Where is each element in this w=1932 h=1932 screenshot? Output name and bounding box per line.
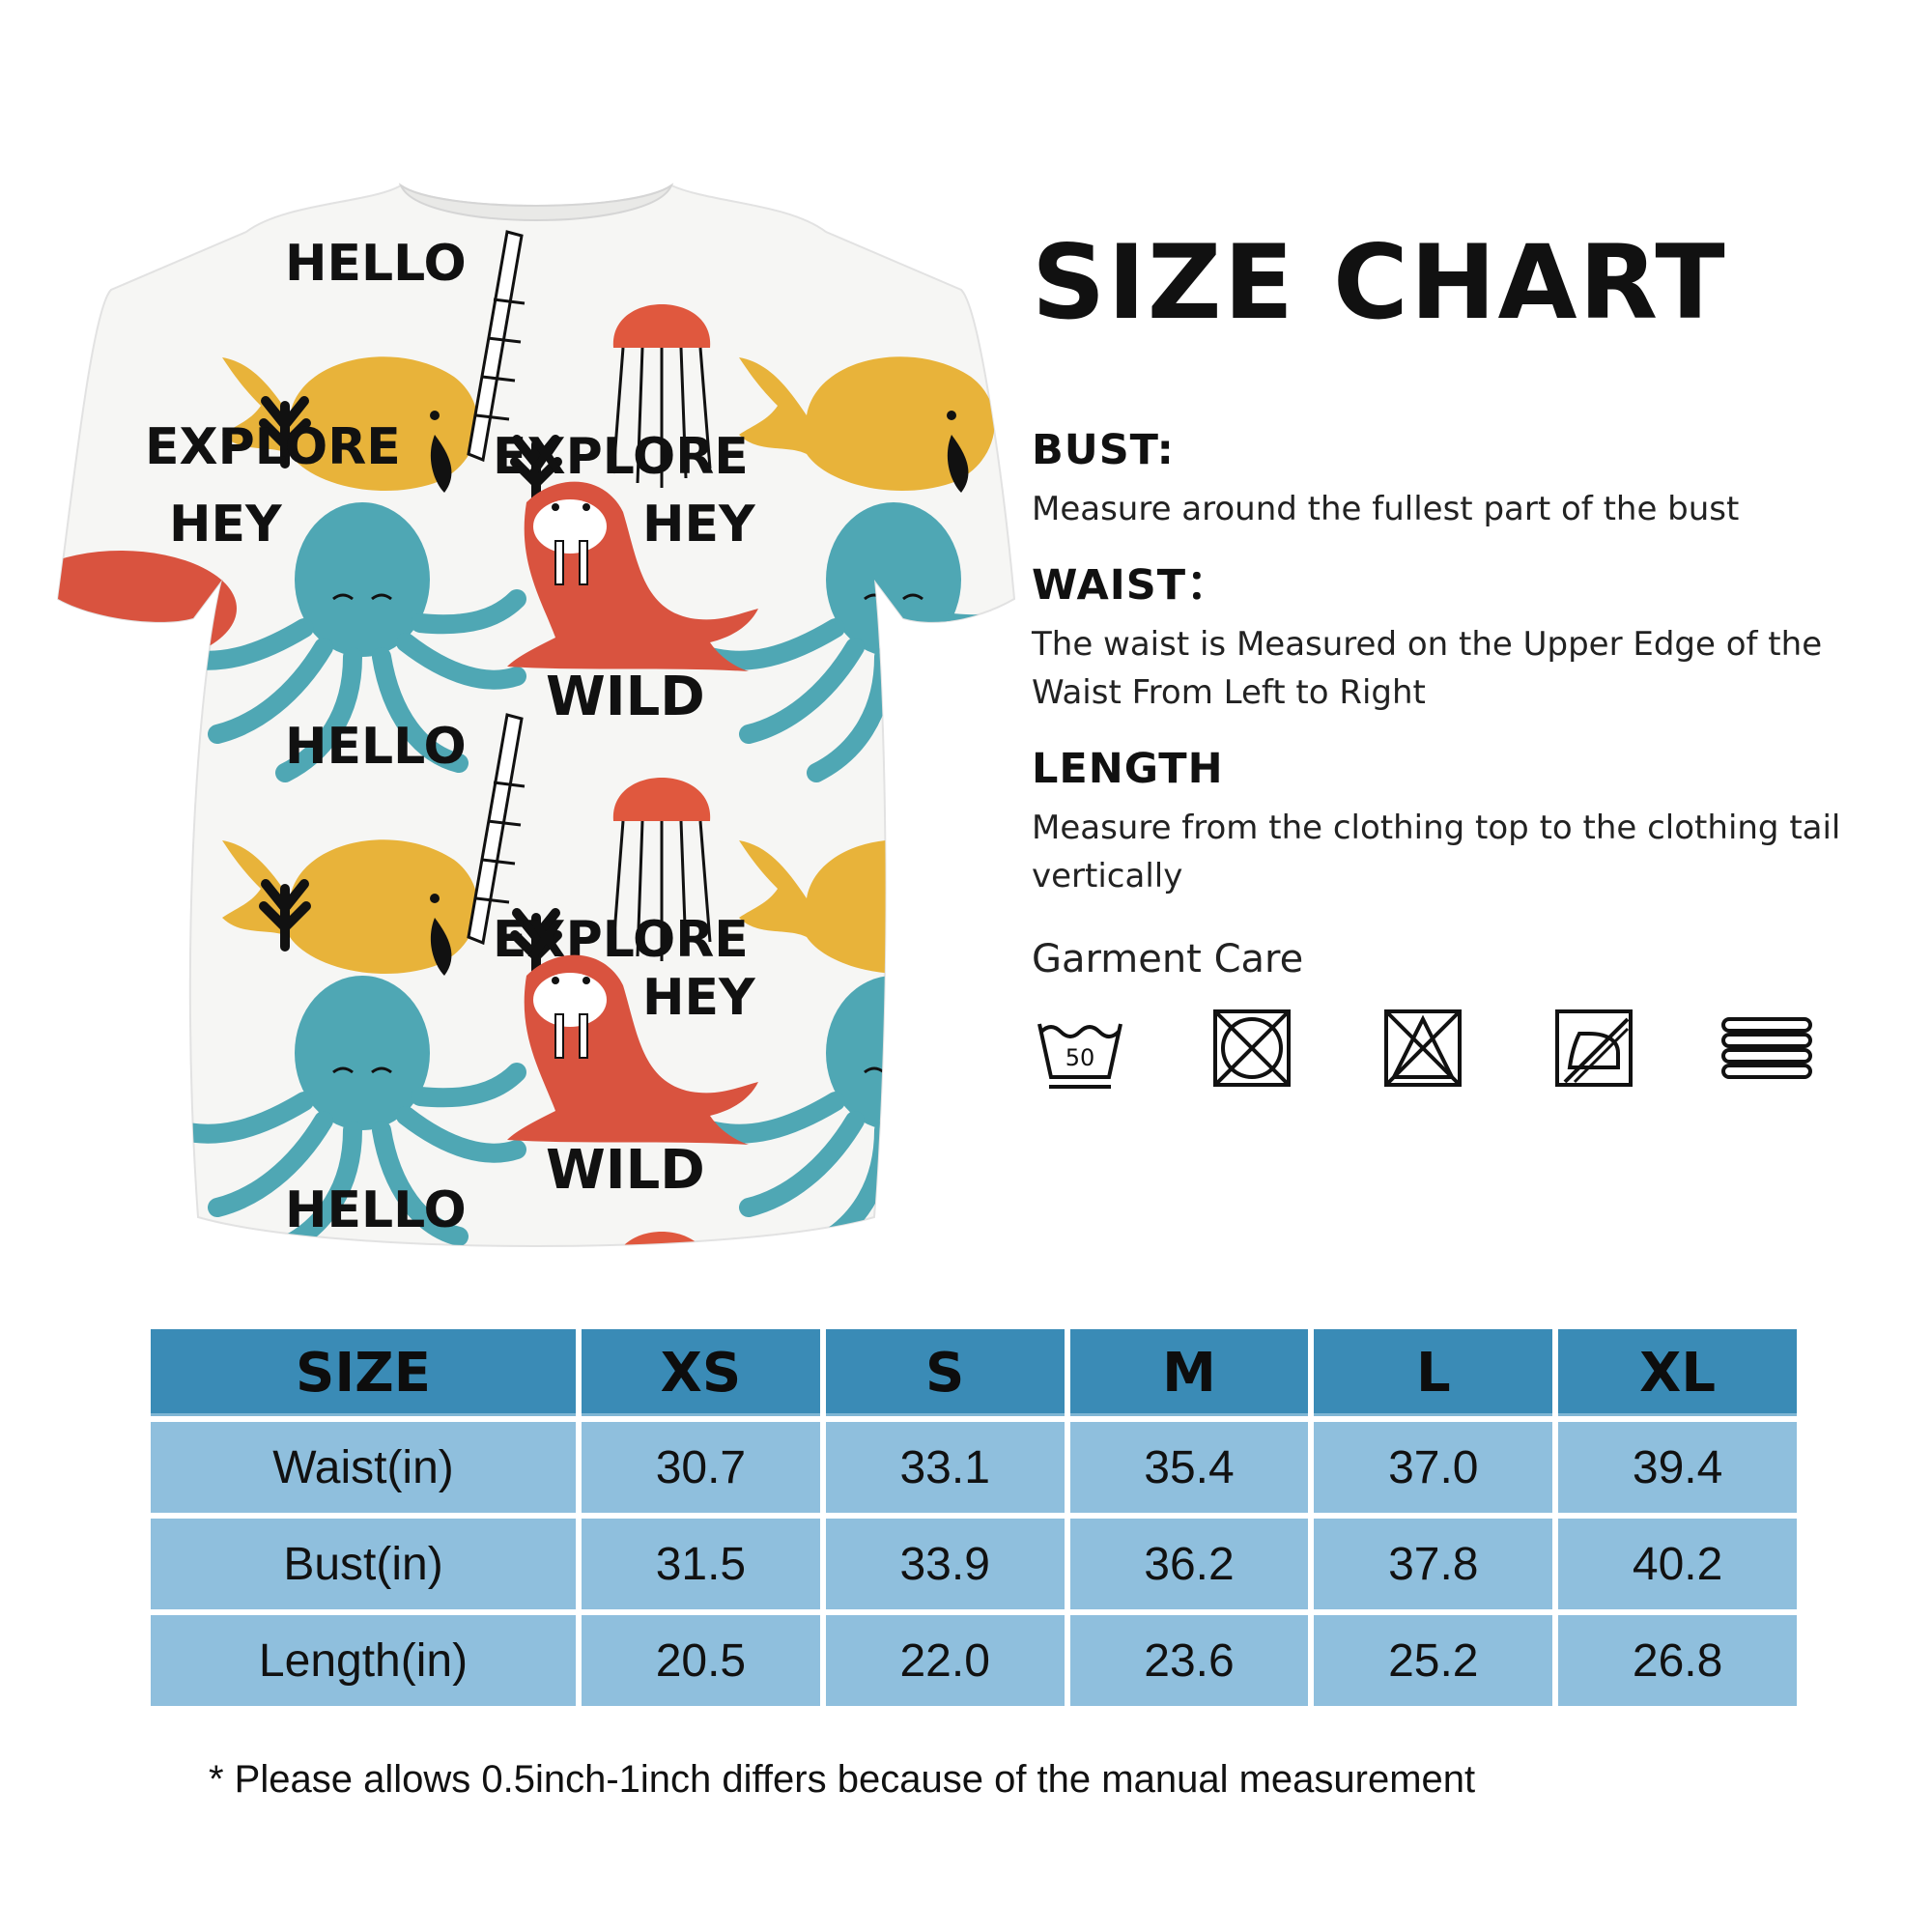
print-word-hello-2: HELLO xyxy=(285,718,467,776)
table-cell: 35.4 xyxy=(1069,1422,1309,1513)
no-bleach-icon xyxy=(1375,1000,1471,1096)
print-word-explore-edge: EXPLORE xyxy=(145,418,401,476)
row-label: Length(in) xyxy=(151,1615,576,1706)
length-description: Measure from the clothing top to the clo… xyxy=(1032,809,1841,895)
no-iron-icon xyxy=(1546,1000,1642,1096)
header-s: S xyxy=(825,1329,1065,1416)
table-cell: 36.2 xyxy=(1069,1519,1309,1609)
waist-title: WAIST： xyxy=(1032,561,1230,610)
table-row-length: Length(in) 20.5 22.0 23.6 25.2 26.8 xyxy=(151,1615,1797,1706)
table-cell: 33.9 xyxy=(825,1519,1065,1609)
table-cell: 40.2 xyxy=(1558,1519,1797,1609)
care-icons-row: 50 xyxy=(1032,1000,1824,1096)
measurement-footnote: * Please allows 0.5inch-1inch differs be… xyxy=(209,1758,1476,1801)
print-word-wild: WILD xyxy=(546,666,705,728)
header-m: M xyxy=(1069,1329,1309,1416)
size-chart-title: SIZE CHART xyxy=(1032,223,1727,342)
garment-care-section: Garment Care xyxy=(1032,940,1882,979)
garment-care-title: Garment Care xyxy=(1032,937,1304,981)
bust-title: BUST: xyxy=(1032,426,1175,474)
no-tumble-dry-icon xyxy=(1204,1000,1300,1096)
wash-50-icon: 50 xyxy=(1032,1000,1128,1096)
bust-description: Measure around the fullest part of the b… xyxy=(1032,490,1740,528)
tshirt-illustration: HELLO EXPLORE EXPLORE HEY HEY WILD HELLO xyxy=(53,174,1019,1265)
table-row-waist: Waist(in) 30.7 33.1 35.4 37.0 39.4 xyxy=(151,1422,1797,1513)
header-l: L xyxy=(1314,1329,1553,1416)
print-word-hey-2: HEY xyxy=(642,496,756,554)
header-xs: XS xyxy=(582,1329,820,1416)
table-cell: 22.0 xyxy=(825,1615,1065,1706)
row-label: Waist(in) xyxy=(151,1422,576,1513)
table-header-row: SIZE XS S M L XL xyxy=(151,1329,1797,1416)
table-cell: 39.4 xyxy=(1558,1422,1797,1513)
table-row-bust: Bust(in) 31.5 33.9 36.2 37.8 40.2 xyxy=(151,1519,1797,1609)
row-label: Bust(in) xyxy=(151,1519,576,1609)
print-word-explore: EXPLORE xyxy=(493,428,749,486)
waist-description: The waist is Measured on the Upper Edge … xyxy=(1032,625,1823,712)
length-section: LENGTH Measure from the clothing top to … xyxy=(1032,749,1882,900)
size-info-panel: SIZE CHART BUST: Measure around the full… xyxy=(1032,223,1882,980)
print-word-hey-3: HEY xyxy=(642,969,756,1027)
table-cell: 26.8 xyxy=(1558,1615,1797,1706)
header-xl: XL xyxy=(1558,1329,1797,1416)
table-cell: 33.1 xyxy=(825,1422,1065,1513)
print-word-explore-2: EXPLORE xyxy=(493,911,749,969)
waist-section: WAIST： The waist is Measured on the Uppe… xyxy=(1032,565,1882,717)
wash-temp-label: 50 xyxy=(1065,1044,1095,1071)
table-cell: 25.2 xyxy=(1314,1615,1553,1706)
header-size: SIZE xyxy=(151,1329,576,1416)
bust-section: BUST: Measure around the fullest part of… xyxy=(1032,430,1882,533)
dry-flat-icon xyxy=(1718,1000,1814,1096)
length-title: LENGTH xyxy=(1032,745,1224,793)
print-word-wild-2: WILD xyxy=(546,1139,705,1202)
table-cell: 20.5 xyxy=(582,1615,820,1706)
size-table: SIZE XS S M L XL Waist(in) 30.7 33.1 35.… xyxy=(145,1323,1803,1712)
table-cell: 30.7 xyxy=(582,1422,820,1513)
table-cell: 37.8 xyxy=(1314,1519,1553,1609)
table-cell: 31.5 xyxy=(582,1519,820,1609)
print-word-hello-3: HELLO xyxy=(285,1181,467,1239)
print-word-hey: HEY xyxy=(169,496,283,554)
table-cell: 37.0 xyxy=(1314,1422,1553,1513)
print-word-hello: HELLO xyxy=(285,235,467,293)
table-cell: 23.6 xyxy=(1069,1615,1309,1706)
